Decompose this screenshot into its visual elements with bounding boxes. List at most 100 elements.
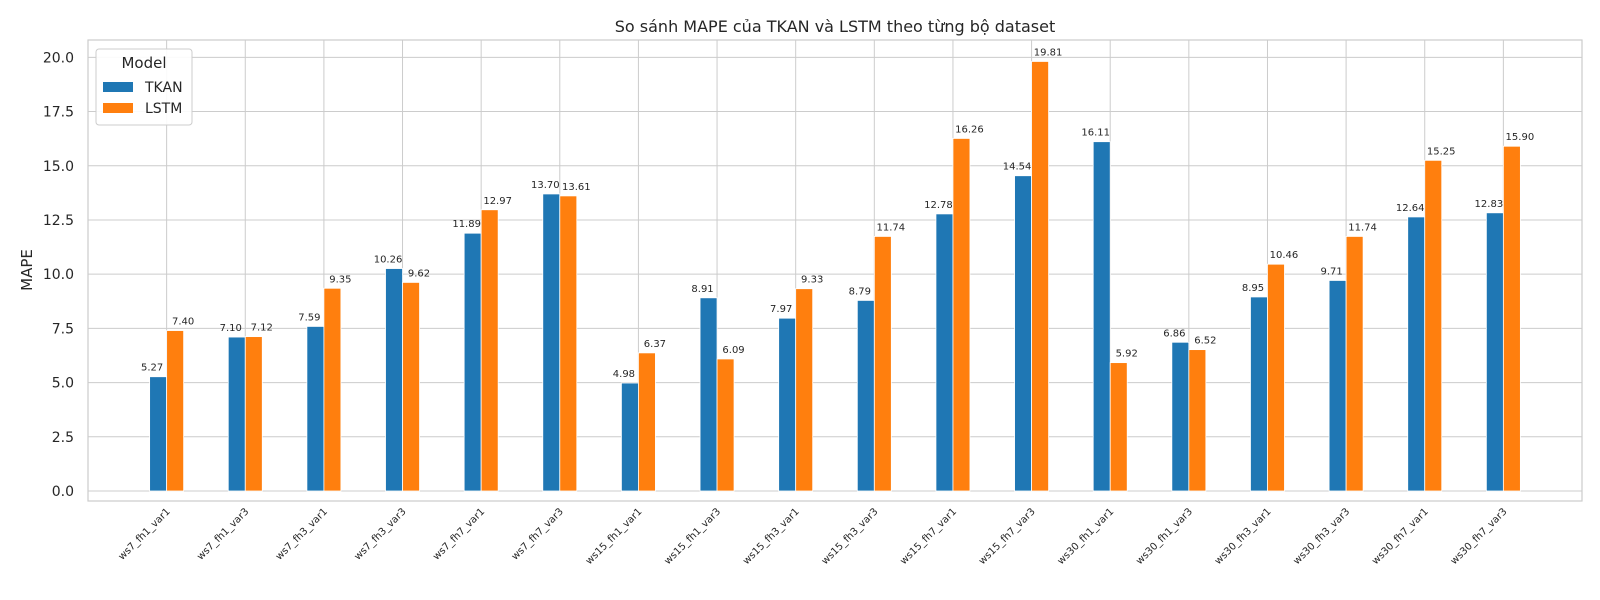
x-tick-label: ws15_fh3_var3 (820, 506, 881, 567)
bar-tkan (1250, 296, 1268, 492)
data-label-lstm: 19.81 (1034, 47, 1063, 58)
data-label-tkan: 12.78 (924, 200, 953, 211)
bar-tkan (1014, 175, 1032, 492)
bar-tkan (699, 297, 718, 492)
bar-lstm (166, 330, 185, 492)
legend-swatch-tkan (103, 82, 133, 92)
bar-lstm (638, 352, 656, 492)
bar-tkan (935, 213, 954, 492)
data-label-lstm: 9.62 (408, 268, 430, 279)
data-label-tkan: 7.59 (298, 312, 320, 323)
data-label-tkan: 12.83 (1475, 199, 1504, 210)
data-label-tkan: 12.64 (1396, 203, 1425, 214)
legend-swatch-lstm (103, 103, 133, 113)
bar-tkan (1092, 141, 1111, 492)
data-label-lstm: 6.09 (722, 345, 744, 356)
bar-tkan (463, 232, 482, 492)
bar-lstm (1031, 61, 1049, 492)
x-tick-label: ws7_fh3_var1 (274, 506, 330, 562)
data-label-lstm: 5.92 (1116, 349, 1138, 360)
bar-lstm (244, 336, 263, 492)
data-label-tkan: 7.10 (220, 323, 242, 334)
bar-lstm (480, 209, 499, 492)
data-label-lstm: 16.26 (955, 124, 984, 135)
data-label-tkan: 16.11 (1081, 128, 1110, 139)
x-tick-label: ws30_fh1_var3 (1134, 506, 1195, 567)
data-label-lstm: 12.97 (483, 196, 512, 207)
data-label-tkan: 13.70 (531, 180, 560, 191)
bar-lstm (402, 282, 420, 492)
x-tick-label: ws7_fh3_var3 (352, 506, 408, 562)
bar-tkan (227, 336, 246, 492)
legend-label-tkan: TKAN (144, 80, 183, 96)
bar-lstm (716, 358, 735, 492)
bar-lstm (1188, 349, 1207, 492)
bar-lstm (873, 236, 892, 492)
y-tick-label: 7.5 (52, 321, 74, 337)
bar-lstm (323, 287, 342, 492)
data-label-lstm: 6.37 (644, 339, 666, 350)
y-tick-label: 0.0 (52, 484, 74, 500)
x-tick-label: ws30_fh1_var1 (1056, 506, 1117, 567)
data-label-lstm: 9.35 (329, 274, 351, 285)
data-label-tkan: 8.79 (849, 286, 871, 297)
data-label-tkan: 5.27 (141, 363, 163, 374)
bar-tkan (621, 382, 639, 492)
x-tick-label: ws7_fh1_var1 (117, 506, 173, 562)
data-label-lstm: 13.61 (562, 182, 591, 193)
x-tick-label: ws30_fh3_var3 (1292, 506, 1353, 567)
data-label-tkan: 6.86 (1163, 328, 1185, 339)
data-label-lstm: 10.46 (1270, 250, 1299, 261)
bar-tkan (542, 193, 561, 492)
data-label-tkan: 8.91 (691, 284, 713, 295)
plot-frame (87, 39, 1583, 502)
bars-layer (149, 61, 1521, 492)
data-label-tkan: 10.26 (374, 255, 403, 266)
bar-lstm (1424, 159, 1443, 492)
bar-lstm (795, 288, 814, 492)
x-tick-label: ws15_fh3_var1 (741, 506, 802, 567)
y-axis-ticks: 0.0 2.5 5.0 7.5 10.0 12.5 15.0 17.5 20.0 (43, 50, 74, 500)
bar-tkan (1328, 280, 1347, 492)
data-label-tkan: 9.71 (1320, 266, 1342, 277)
bar-tkan (778, 317, 797, 492)
data-label-lstm: 11.74 (1348, 222, 1377, 233)
y-tick-label: 15.0 (43, 159, 74, 175)
data-label-lstm: 15.25 (1427, 146, 1456, 157)
bar-lstm (1345, 236, 1364, 492)
bar-tkan (306, 326, 325, 492)
data-label-tkan: 8.95 (1242, 283, 1264, 294)
data-label-tkan: 7.97 (770, 304, 792, 315)
data-label-lstm: 9.33 (801, 275, 823, 286)
bar-tkan (1407, 216, 1426, 492)
data-label-tkan: 4.98 (613, 369, 635, 380)
x-tick-label: ws15_fh7_var3 (977, 506, 1038, 567)
bar-tkan (1485, 212, 1504, 492)
data-label-lstm: 7.12 (251, 323, 273, 334)
x-tick-label: ws7_fh1_var3 (195, 506, 251, 562)
data-label-lstm: 15.90 (1506, 132, 1535, 143)
x-tick-label: ws7_fh7_var1 (431, 506, 487, 562)
y-tick-label: 17.5 (43, 105, 74, 121)
x-tick-label: ws15_fh7_var1 (898, 506, 959, 567)
bar-tkan (385, 268, 403, 492)
bar-lstm (1267, 263, 1285, 492)
bar-lstm (952, 138, 971, 492)
bar-lstm (559, 195, 578, 492)
y-tick-label: 5.0 (52, 376, 74, 392)
y-tick-label: 12.5 (43, 213, 74, 229)
data-label-lstm: 7.40 (172, 317, 194, 328)
bar-tkan (149, 376, 168, 492)
data-label-tkan: 11.89 (452, 219, 481, 230)
legend-label-lstm: LSTM (145, 101, 182, 117)
x-tick-label: ws30_fh7_var3 (1449, 506, 1510, 567)
legend-title: Model (121, 54, 166, 72)
chart-title: So sánh MAPE của TKAN và LSTM theo từng … (615, 17, 1056, 36)
data-label-tkan: 14.54 (1003, 162, 1032, 173)
y-tick-label: 2.5 (52, 430, 74, 446)
x-tick-label: ws30_fh7_var1 (1370, 506, 1431, 567)
x-tick-label: ws15_fh1_var1 (584, 506, 645, 567)
y-axis-label: MAPE (18, 249, 36, 291)
